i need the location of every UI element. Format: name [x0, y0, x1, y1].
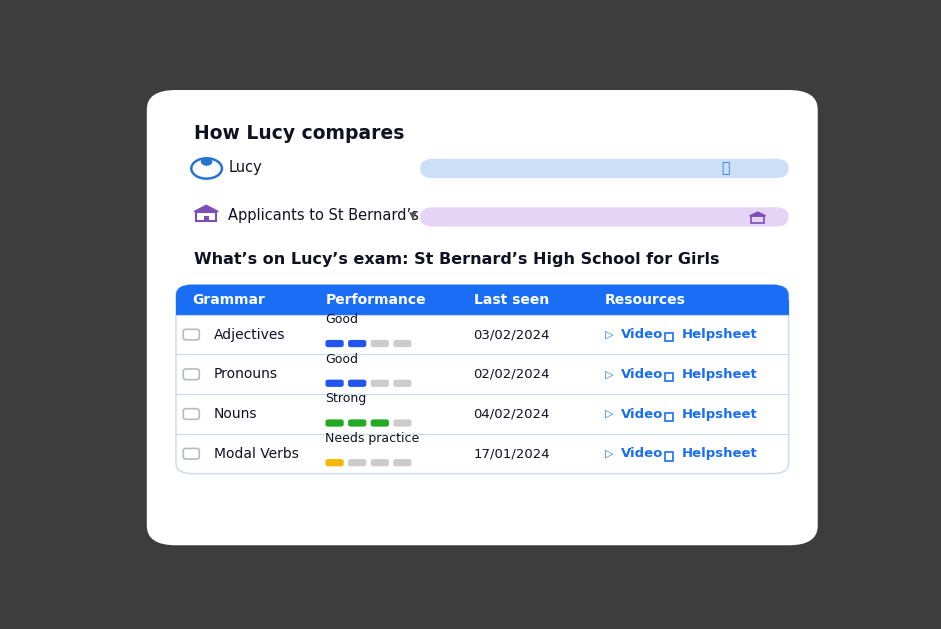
FancyBboxPatch shape — [371, 420, 389, 426]
FancyBboxPatch shape — [183, 448, 199, 459]
Text: ▾: ▾ — [409, 208, 417, 223]
Text: 03/02/2024: 03/02/2024 — [473, 328, 550, 341]
Text: What’s on Lucy’s exam: St Bernard’s High School for Girls: What’s on Lucy’s exam: St Bernard’s High… — [194, 252, 720, 267]
FancyBboxPatch shape — [421, 159, 789, 178]
Bar — [665, 373, 674, 381]
FancyBboxPatch shape — [393, 420, 411, 426]
Text: Lucy: Lucy — [229, 160, 263, 175]
Text: Video: Video — [621, 368, 663, 381]
FancyBboxPatch shape — [147, 90, 818, 545]
Bar — [197, 211, 216, 221]
FancyBboxPatch shape — [393, 380, 411, 387]
Text: How Lucy compares: How Lucy compares — [194, 124, 405, 143]
FancyBboxPatch shape — [183, 329, 199, 340]
Text: 04/02/2024: 04/02/2024 — [473, 408, 550, 421]
Circle shape — [201, 159, 212, 165]
Text: Last seen: Last seen — [473, 292, 549, 307]
Text: Helpsheet: Helpsheet — [681, 408, 758, 421]
FancyBboxPatch shape — [326, 420, 343, 426]
Text: Helpsheet: Helpsheet — [681, 368, 758, 381]
Bar — [176, 300, 789, 314]
Bar — [665, 452, 674, 460]
FancyBboxPatch shape — [326, 340, 343, 347]
Text: Needs practice: Needs practice — [326, 432, 420, 445]
FancyBboxPatch shape — [326, 459, 343, 466]
Bar — [203, 216, 209, 221]
FancyBboxPatch shape — [348, 420, 366, 426]
FancyBboxPatch shape — [421, 207, 789, 226]
FancyBboxPatch shape — [371, 380, 389, 387]
Text: ▷: ▷ — [605, 369, 614, 379]
Text: Pronouns: Pronouns — [214, 367, 278, 381]
FancyBboxPatch shape — [348, 459, 366, 466]
Polygon shape — [194, 205, 218, 211]
FancyBboxPatch shape — [371, 459, 389, 466]
Text: 17/01/2024: 17/01/2024 — [473, 447, 550, 460]
Text: Performance: Performance — [326, 292, 426, 307]
Text: Applicants to St Bernard’s: Applicants to St Bernard’s — [229, 208, 420, 223]
FancyBboxPatch shape — [393, 459, 411, 466]
Text: Helpsheet: Helpsheet — [681, 328, 758, 341]
Text: Adjectives: Adjectives — [214, 328, 285, 342]
FancyBboxPatch shape — [176, 285, 789, 314]
FancyBboxPatch shape — [348, 340, 366, 347]
Text: Video: Video — [621, 328, 663, 341]
Text: Helpsheet: Helpsheet — [681, 447, 758, 460]
Bar — [665, 413, 674, 421]
FancyBboxPatch shape — [326, 380, 343, 387]
Text: 02/02/2024: 02/02/2024 — [473, 368, 550, 381]
FancyBboxPatch shape — [371, 340, 389, 347]
FancyBboxPatch shape — [183, 409, 199, 420]
FancyBboxPatch shape — [183, 369, 199, 380]
Text: Video: Video — [621, 408, 663, 421]
Text: Ⓜ: Ⓜ — [722, 162, 730, 175]
Text: Good: Good — [326, 353, 359, 365]
Text: Strong: Strong — [326, 392, 367, 405]
Text: ▷: ▷ — [605, 409, 614, 419]
Text: Video: Video — [621, 447, 663, 460]
Bar — [665, 333, 674, 342]
Text: Grammar: Grammar — [192, 292, 264, 307]
Text: ▷: ▷ — [605, 448, 614, 459]
Text: Resources: Resources — [605, 292, 686, 307]
Text: Good: Good — [326, 313, 359, 326]
Polygon shape — [750, 212, 766, 216]
FancyBboxPatch shape — [348, 380, 366, 387]
FancyBboxPatch shape — [393, 340, 411, 347]
Text: Modal Verbs: Modal Verbs — [214, 447, 298, 460]
FancyBboxPatch shape — [176, 285, 789, 474]
Text: Nouns: Nouns — [214, 407, 258, 421]
Bar — [751, 216, 764, 223]
Text: ▷: ▷ — [605, 330, 614, 340]
